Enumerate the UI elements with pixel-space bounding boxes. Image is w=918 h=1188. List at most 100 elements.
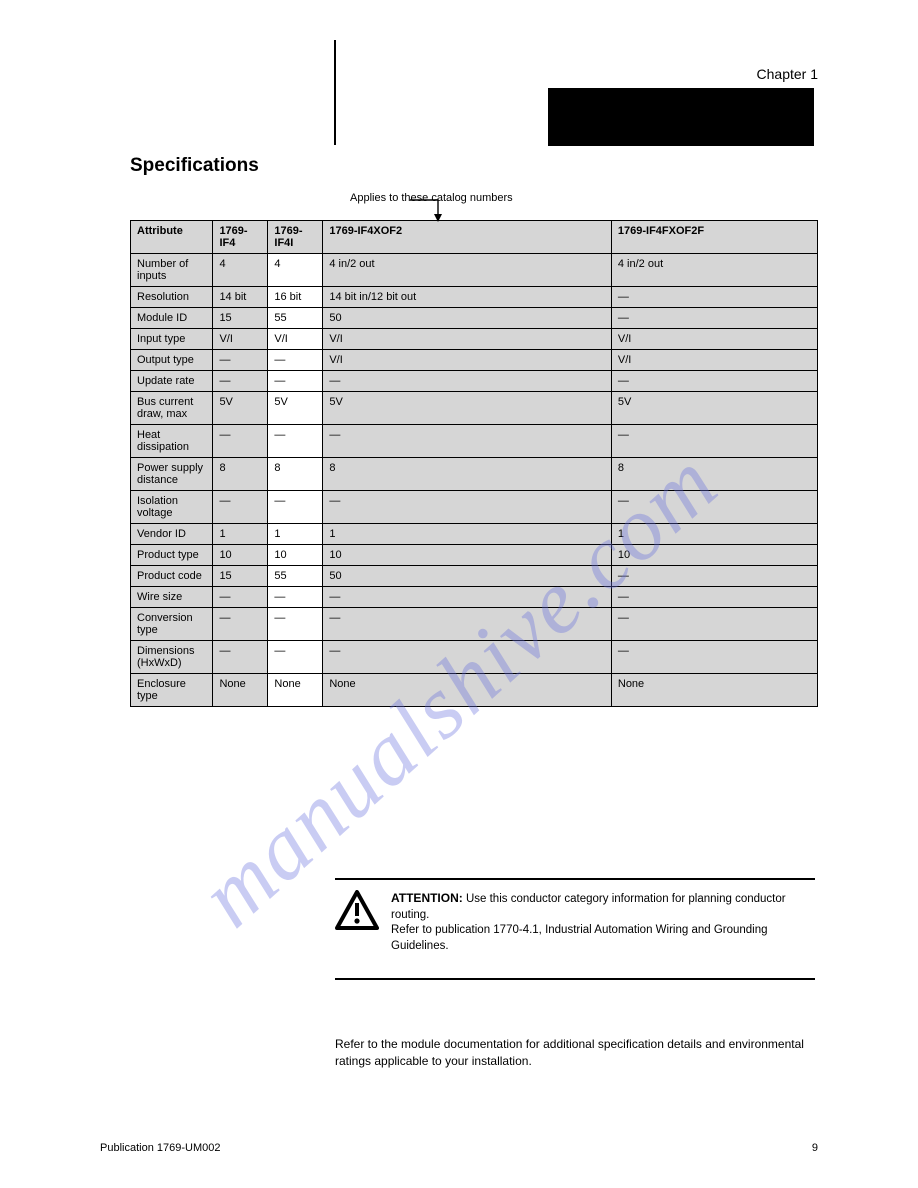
table-cell: None bbox=[323, 674, 612, 707]
table-row: Heat dissipation———— bbox=[131, 425, 818, 458]
table-cell: Number of inputs bbox=[131, 254, 213, 287]
table-cell: Product type bbox=[131, 545, 213, 566]
table-cell: 5V bbox=[268, 392, 323, 425]
table-cell: — bbox=[611, 641, 817, 674]
table-row: Vendor ID1111 bbox=[131, 524, 818, 545]
table-header-cell: 1769-IF4FXOF2F bbox=[611, 221, 817, 254]
table-cell: — bbox=[268, 491, 323, 524]
table-cell: — bbox=[268, 371, 323, 392]
table-cell: V/I bbox=[268, 329, 323, 350]
table-cell: V/I bbox=[611, 350, 817, 371]
table-cell: 1 bbox=[323, 524, 612, 545]
table-cell: Product code bbox=[131, 566, 213, 587]
table-cell: 50 bbox=[323, 308, 612, 329]
table-header-cell: Attribute bbox=[131, 221, 213, 254]
table-cell: 10 bbox=[323, 545, 612, 566]
table-cell: — bbox=[213, 371, 268, 392]
table-cell: 4 bbox=[268, 254, 323, 287]
table-row: Isolation voltage———— bbox=[131, 491, 818, 524]
table-cell: Update rate bbox=[131, 371, 213, 392]
table-cell: 55 bbox=[268, 308, 323, 329]
table-cell: V/I bbox=[323, 350, 612, 371]
table-cell: — bbox=[213, 641, 268, 674]
table-cell: Input type bbox=[131, 329, 213, 350]
table-cell: 55 bbox=[268, 566, 323, 587]
table-row: Number of inputs444 in/2 out4 in/2 out bbox=[131, 254, 818, 287]
body-paragraph: Refer to the module documentation for ad… bbox=[335, 1036, 815, 1070]
table-cell: — bbox=[213, 608, 268, 641]
table-cell: Module ID bbox=[131, 308, 213, 329]
table-cell: None bbox=[213, 674, 268, 707]
table-cell: 4 in/2 out bbox=[323, 254, 612, 287]
table-cell: 8 bbox=[213, 458, 268, 491]
table-cell: — bbox=[611, 308, 817, 329]
table-row: Enclosure typeNoneNoneNoneNone bbox=[131, 674, 818, 707]
table-cell: None bbox=[611, 674, 817, 707]
table-cell: V/I bbox=[611, 329, 817, 350]
table-cell: — bbox=[611, 566, 817, 587]
table-cell: — bbox=[323, 587, 612, 608]
table-cell: 4 bbox=[213, 254, 268, 287]
attention-label: ATTENTION: bbox=[391, 891, 463, 905]
footer-page-number: 9 bbox=[812, 1142, 818, 1154]
table-cell: Bus current draw, max bbox=[131, 392, 213, 425]
table-cell: 1 bbox=[611, 524, 817, 545]
table-cell: 15 bbox=[213, 308, 268, 329]
table-cell: 1 bbox=[213, 524, 268, 545]
table-cell: 10 bbox=[268, 545, 323, 566]
table-cell: V/I bbox=[323, 329, 612, 350]
header-black-box bbox=[548, 88, 814, 146]
chapter-label: Chapter 1 bbox=[757, 66, 818, 82]
table-cell: 14 bit in/12 bit out bbox=[323, 287, 612, 308]
table-cell: — bbox=[323, 371, 612, 392]
table-cell: — bbox=[323, 608, 612, 641]
table-cell: None bbox=[268, 674, 323, 707]
table-row: Input typeV/IV/IV/IV/I bbox=[131, 329, 818, 350]
table-cell: — bbox=[323, 425, 612, 458]
table-cell: Heat dissipation bbox=[131, 425, 213, 458]
table-cell: — bbox=[611, 491, 817, 524]
table-cell: 10 bbox=[611, 545, 817, 566]
table-cell: Enclosure type bbox=[131, 674, 213, 707]
table-cell: 8 bbox=[268, 458, 323, 491]
table-cell: — bbox=[213, 350, 268, 371]
table-cell: Resolution bbox=[131, 287, 213, 308]
table-cell: — bbox=[268, 641, 323, 674]
table-cell: 14 bit bbox=[213, 287, 268, 308]
table-cell: 5V bbox=[213, 392, 268, 425]
table-cell: — bbox=[213, 425, 268, 458]
table-cell: Power supply distance bbox=[131, 458, 213, 491]
table-row: Product type10101010 bbox=[131, 545, 818, 566]
table-cell: — bbox=[611, 425, 817, 458]
table-cell: 5V bbox=[611, 392, 817, 425]
table-cell: Vendor ID bbox=[131, 524, 213, 545]
table-cell: — bbox=[611, 371, 817, 392]
table-cell: 8 bbox=[323, 458, 612, 491]
table-header-cell: 1769-IF4 bbox=[213, 221, 268, 254]
spec-table-wrap: Applies to these catalog numbers Attribu… bbox=[130, 220, 818, 707]
page-footer: Publication 1769-UM002 9 bbox=[100, 1142, 818, 1154]
attention-block: ATTENTION: Use this conductor category i… bbox=[335, 878, 815, 980]
table-row: Output type——V/IV/I bbox=[131, 350, 818, 371]
table-cell: — bbox=[268, 350, 323, 371]
table-row: Wire size———— bbox=[131, 587, 818, 608]
table-row: Update rate———— bbox=[131, 371, 818, 392]
table-row: Product code155550— bbox=[131, 566, 818, 587]
table-cell: 5V bbox=[323, 392, 612, 425]
arrow-icon bbox=[408, 198, 446, 226]
table-row: Module ID155550— bbox=[131, 308, 818, 329]
attention-text: ATTENTION: Use this conductor category i… bbox=[391, 890, 815, 954]
table-cell: — bbox=[213, 491, 268, 524]
table-cell: Isolation voltage bbox=[131, 491, 213, 524]
table-cell: 16 bit bbox=[268, 287, 323, 308]
page-title: Specifications bbox=[130, 155, 259, 177]
table-cell: — bbox=[323, 491, 612, 524]
table-cell: — bbox=[323, 641, 612, 674]
table-row: Power supply distance8888 bbox=[131, 458, 818, 491]
table-cell: — bbox=[268, 587, 323, 608]
table-cell: — bbox=[611, 587, 817, 608]
table-cell: 8 bbox=[611, 458, 817, 491]
footer-publication: Publication 1769-UM002 bbox=[100, 1142, 220, 1154]
table-header-cell: 1769-IF4XOF2 bbox=[323, 221, 612, 254]
attention-line-2: Refer to publication 1770-4.1, Industria… bbox=[391, 924, 768, 952]
